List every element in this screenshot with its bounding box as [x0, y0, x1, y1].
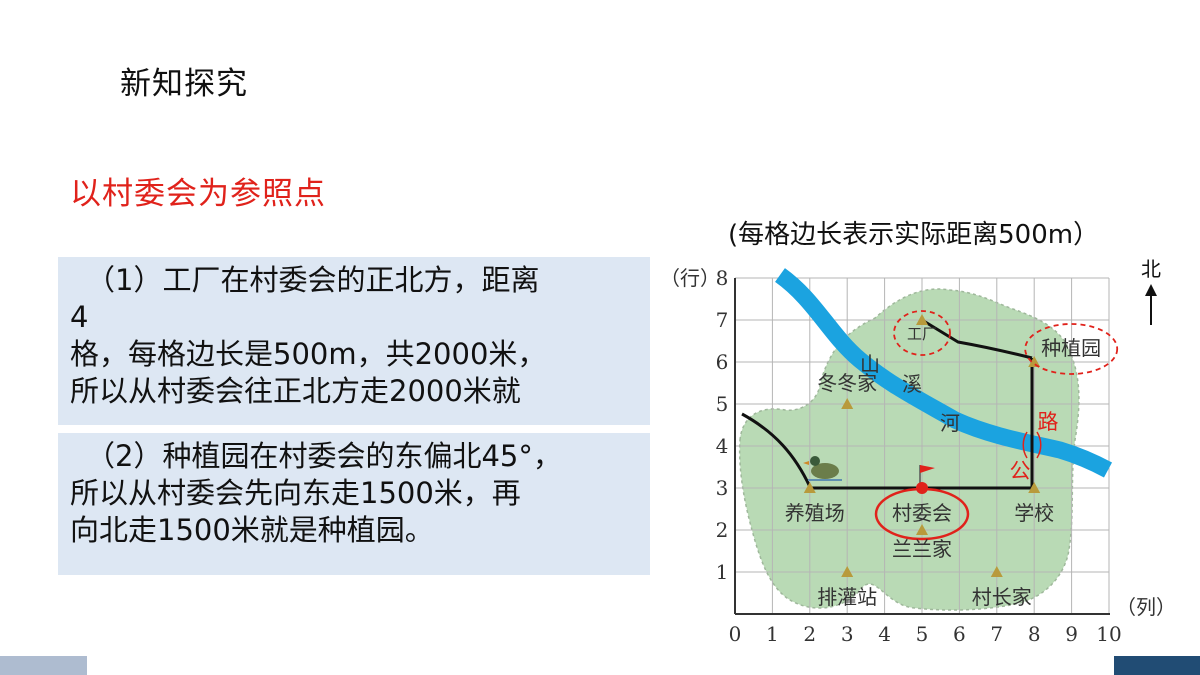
y-tick-label: 4	[716, 434, 729, 458]
reference-point-heading: 以村委会为参照点	[70, 176, 326, 212]
x-tick-label: 0	[729, 622, 742, 646]
x-tick-label: 6	[953, 622, 966, 646]
x-tick-label: 4	[878, 622, 891, 646]
lanlan-home-label: 兰兰家	[892, 537, 952, 561]
x-tick-label: 2	[803, 622, 816, 646]
x-tick-label: 8	[1028, 622, 1041, 646]
page-title: 新知探究	[120, 66, 248, 102]
road-label-lu: 路	[1038, 410, 1059, 434]
road-label-gong: 公	[1010, 459, 1031, 483]
plantation-marker	[1028, 356, 1041, 367]
north-label: 北	[1141, 257, 1161, 281]
x-tick-label: 5	[916, 622, 929, 646]
y-tick-label: 2	[716, 518, 729, 542]
stream-label-xi: 溪	[902, 372, 922, 396]
explanation-box-1: （1）工厂在村委会的正北方，距离 4 格，每格边长是500m，共2000米， 所…	[58, 257, 650, 425]
footer-bar-right	[1114, 656, 1200, 675]
plantation-label: 种植园	[1041, 336, 1101, 360]
north-arrow-icon	[1145, 284, 1157, 296]
x-tick-label: 1	[766, 622, 779, 646]
y-tick-label: 8	[716, 266, 729, 290]
chief-home-marker	[990, 566, 1003, 577]
factory-label: 工厂	[907, 325, 937, 343]
x-tick-label: 9	[1065, 622, 1078, 646]
explanation-1-line-1: （1）工厂在村委会的正北方，距离	[86, 263, 540, 297]
x-tick-label: 10	[1096, 622, 1121, 646]
school-label: 学校	[1014, 501, 1054, 525]
farm-marker	[803, 482, 816, 493]
bridge-mark-left	[1022, 431, 1028, 459]
farm-label: 养殖场	[785, 501, 845, 525]
bridge-mark-right	[1036, 431, 1042, 459]
map-scale-caption: (每格边长表示实际距离500m）	[728, 220, 1100, 250]
row-axis-label: （行）	[660, 266, 720, 290]
village-committee-highlight-circle	[874, 487, 970, 541]
village-committee-label: 村委会	[892, 501, 952, 525]
road-farm-west	[741, 412, 812, 488]
y-tick-label: 1	[716, 560, 729, 584]
explanation-1-line-3: 格，每格边长是500m，共2000米，	[70, 337, 547, 371]
explanation-2-line-2: 所以从村委会先向东走1500米，再	[70, 476, 521, 510]
dongdong-home-marker	[841, 398, 854, 409]
plantation-highlight-circle	[1024, 323, 1119, 375]
stream-label-he: 河	[940, 411, 960, 435]
pump-station-label: 排灌站	[817, 585, 877, 609]
y-tick-labels: 1 2 3 4 5 6 7 8	[716, 266, 729, 584]
explanation-1-line-4: 所以从村委会往正北方走2000米就	[70, 374, 521, 408]
y-tick-label: 7	[716, 308, 729, 332]
x-tick-labels: 0 1 2 3 4 5 6 7 8 9 10	[729, 622, 1122, 646]
factory-highlight-circle	[893, 310, 951, 356]
chief-home-label: 村长家	[972, 585, 1032, 609]
duck-icon	[803, 456, 842, 481]
y-tick-label: 5	[716, 392, 729, 416]
pump-station-marker	[841, 566, 854, 577]
explanation-box-2: （2）种植园在村委会的东偏北45°， 所以从村委会先向东走1500米，再 向北走…	[58, 433, 650, 575]
explanation-2-line-3: 向北走1500米就是种植园。	[70, 513, 434, 547]
lanlan-home-marker	[916, 524, 928, 535]
stream-river	[774, 268, 1113, 478]
factory-marker	[916, 314, 928, 325]
explanation-1-line-2: 4	[70, 300, 89, 334]
y-tick-label: 6	[716, 350, 729, 374]
dongdong-home-label: 冬冬家	[817, 371, 877, 395]
x-tick-label: 7	[990, 622, 1003, 646]
road-plantation-factory	[921, 318, 1033, 360]
y-tick-label: 3	[716, 476, 729, 500]
footer-bar-left	[0, 656, 87, 675]
x-tick-label: 3	[841, 622, 854, 646]
column-axis-label: （列）	[1116, 595, 1176, 619]
stream-label-shan: 山	[860, 352, 880, 376]
explanation-2-line-1: （2）种植园在村委会的东偏北45°，	[86, 439, 562, 473]
school-marker	[1028, 482, 1041, 493]
